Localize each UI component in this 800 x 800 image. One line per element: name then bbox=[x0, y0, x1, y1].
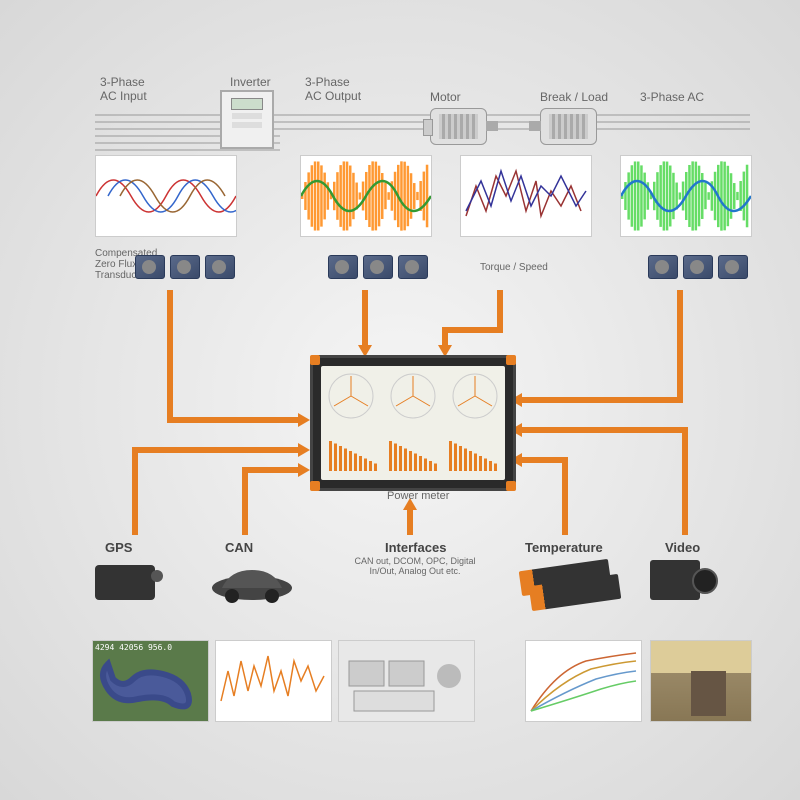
interfaces-sub-label: CAN out, DCOM, OPC, Digital In/Out, Anal… bbox=[345, 556, 485, 576]
video-camera bbox=[650, 560, 700, 600]
car-image bbox=[210, 560, 295, 605]
temperature-label: Temperature bbox=[525, 540, 603, 555]
chart-ac-output bbox=[300, 155, 432, 237]
transducer bbox=[170, 255, 200, 279]
transducer bbox=[398, 255, 428, 279]
ac-3phase-label: 3-Phase AC bbox=[640, 90, 704, 104]
transducer bbox=[718, 255, 748, 279]
transducer bbox=[135, 255, 165, 279]
gps-device bbox=[95, 565, 155, 600]
load-device bbox=[540, 108, 597, 145]
interfaces-label: Interfaces bbox=[385, 540, 446, 555]
transducer bbox=[683, 255, 713, 279]
ac-input-label: 3-Phase AC Input bbox=[100, 75, 147, 103]
video-display bbox=[650, 640, 752, 722]
can-label: CAN bbox=[225, 540, 253, 555]
motor-device bbox=[430, 108, 487, 145]
motor-label: Motor bbox=[430, 90, 461, 104]
torque-speed-label: Torque / Speed bbox=[480, 262, 548, 273]
transducer bbox=[328, 255, 358, 279]
break-load-label: Break / Load bbox=[540, 90, 608, 104]
transducer bbox=[363, 255, 393, 279]
inverter-label: Inverter bbox=[230, 75, 271, 89]
video-label: Video bbox=[665, 540, 700, 555]
gps-display: 4294 42056 956.0 bbox=[92, 640, 209, 722]
chart-ac-input bbox=[95, 155, 237, 237]
power-meter-device bbox=[310, 355, 516, 491]
chart-motor bbox=[460, 155, 592, 237]
power-meter-label: Power meter bbox=[387, 490, 449, 502]
temperature-display bbox=[525, 640, 642, 722]
transducer bbox=[648, 255, 678, 279]
can-display bbox=[215, 640, 332, 722]
inverter-device bbox=[220, 90, 274, 149]
interfaces-display bbox=[338, 640, 475, 722]
ac-output-label: 3-Phase AC Output bbox=[305, 75, 361, 103]
gps-numbers: 4294 42056 956.0 bbox=[93, 641, 208, 654]
transducer bbox=[205, 255, 235, 279]
chart-3phase-ac bbox=[620, 155, 752, 237]
gps-label: GPS bbox=[105, 540, 132, 555]
